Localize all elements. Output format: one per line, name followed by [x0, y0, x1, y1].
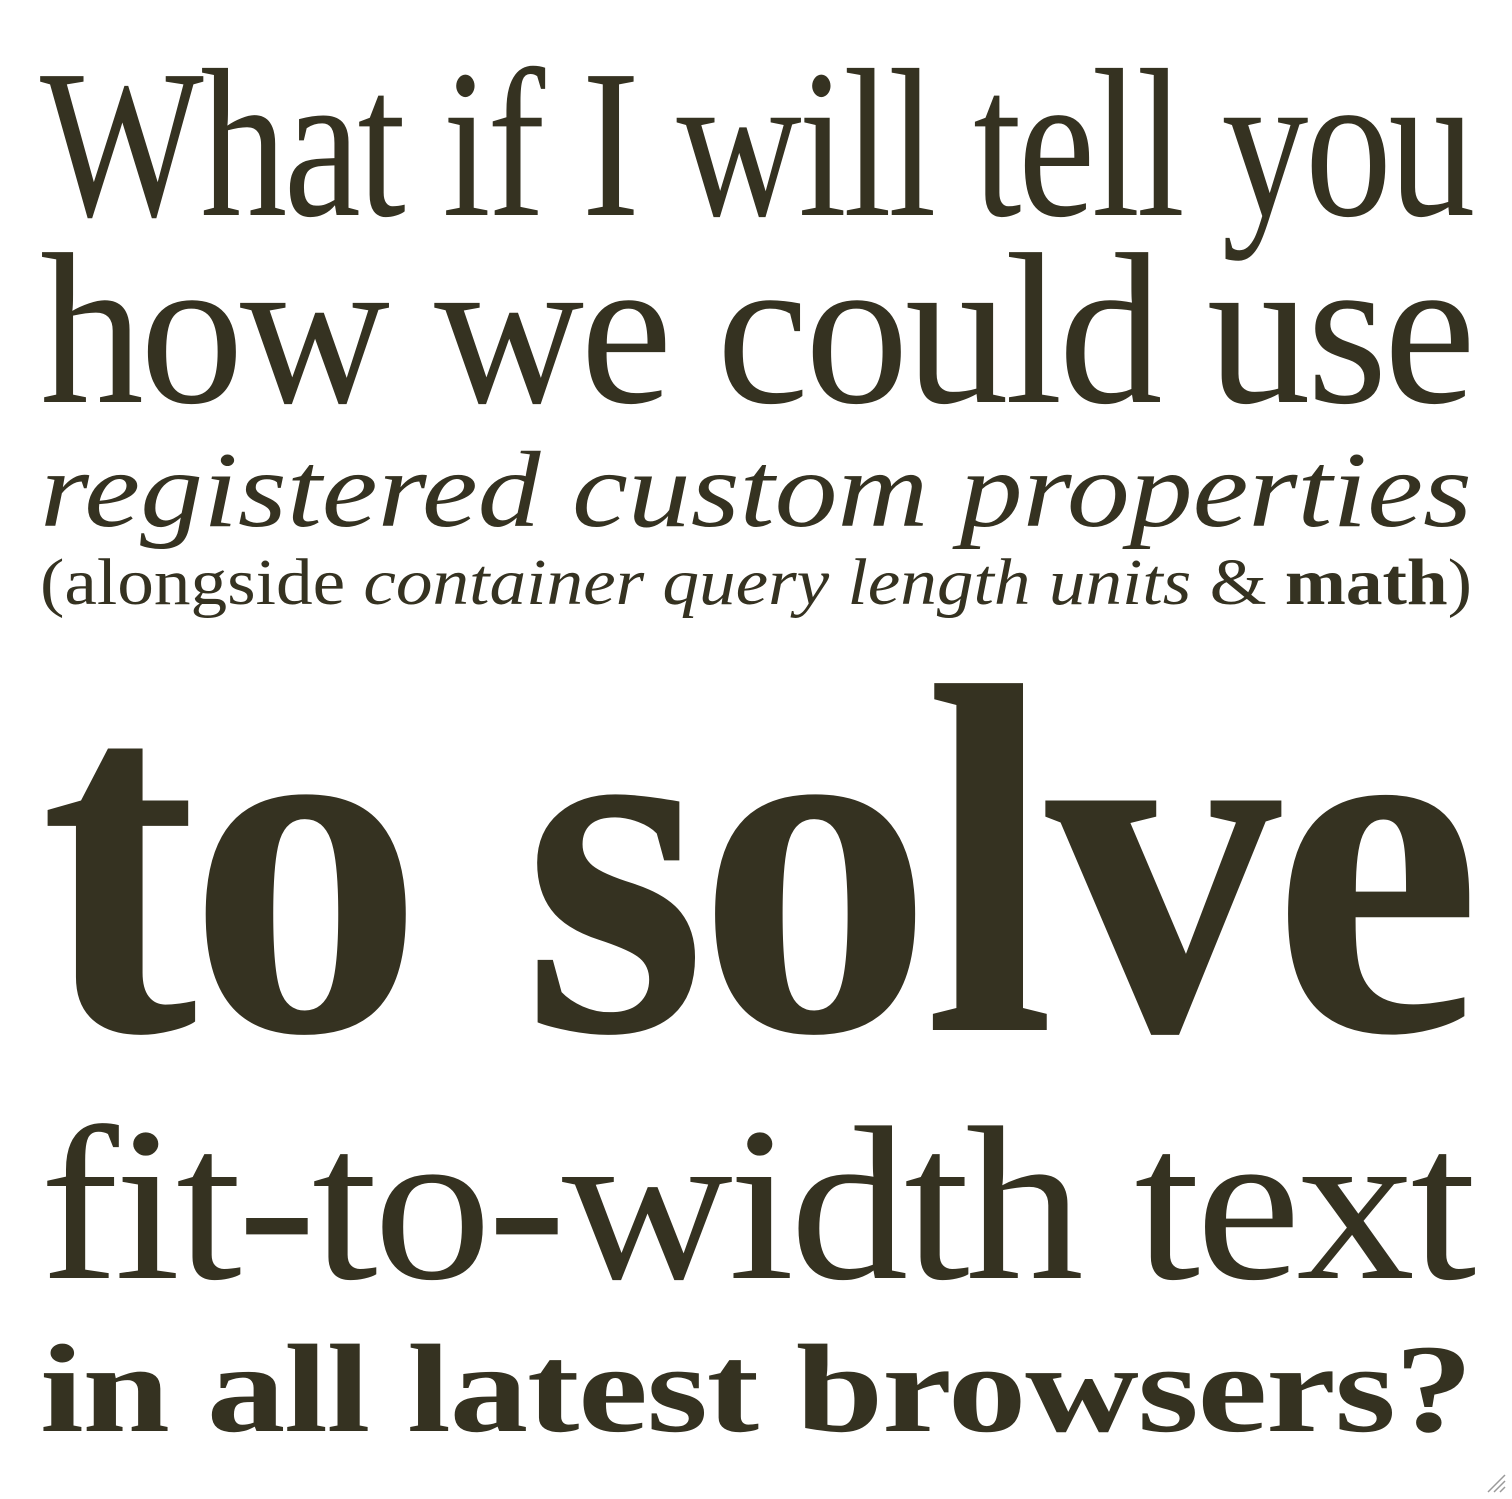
heading-line-6: fit-to-width text	[40, 1082, 1476, 1326]
heading-line-2: how we could use	[40, 210, 1476, 449]
heading-line-2-text: how we could use	[40, 210, 1476, 449]
heading-line-5-text: to solve	[40, 585, 1481, 1139]
heading-line-5: to solve	[40, 585, 1481, 1139]
heading-line-7-text: in all latest browsers?	[40, 1320, 1473, 1459]
heading-line-1-text: What if I will tell you	[40, 26, 1475, 261]
heading-line-7: in all latest browsers?	[40, 1320, 1473, 1459]
line-4-italic: container query length units	[363, 546, 1192, 619]
line-4-amp: &	[1191, 546, 1285, 619]
heading-line-4: (alongside container query length units …	[40, 550, 1472, 616]
line-4-open: (alongside	[40, 546, 364, 619]
resize-grip-icon[interactable]	[1484, 1471, 1506, 1493]
heading-line-3-text: registered custom properties	[40, 431, 1472, 550]
heading-line-4-text: (alongside container query length units …	[40, 550, 1472, 616]
line-4-close: )	[1447, 546, 1472, 619]
line-4-bold: math	[1284, 546, 1448, 619]
heading-line-3: registered custom properties	[40, 437, 1472, 545]
heading-line-6-text: fit-to-width text	[40, 1082, 1476, 1326]
heading-line-1: What if I will tell you	[40, 26, 1475, 261]
